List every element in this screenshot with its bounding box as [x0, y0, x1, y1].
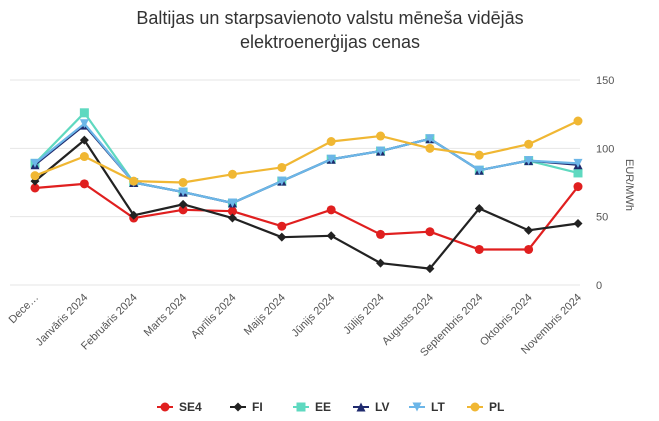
x-tick-label: Jūlijs 2024: [341, 292, 386, 337]
data-point-se4[interactable]: [425, 227, 435, 237]
x-tick-label: Dece…: [7, 292, 41, 326]
legend-item-lv[interactable]: LV: [353, 400, 389, 414]
legend-label: LT: [431, 400, 445, 414]
data-point-lt[interactable]: [227, 198, 237, 208]
series-line-se4: [34, 182, 579, 251]
data-point-se4[interactable]: [326, 205, 336, 215]
legend-label: LV: [375, 400, 389, 414]
data-point-fi[interactable]: [573, 219, 583, 228]
data-point-fi[interactable]: [474, 203, 484, 213]
legend-marker[interactable]: [412, 402, 422, 412]
legend-marker[interactable]: [296, 402, 306, 412]
x-tick-label: Jūnijs 2024: [289, 292, 337, 340]
chart-title-line-1: Baltijas un starpsavienoto valstu mēneša…: [136, 8, 523, 28]
data-point-fi[interactable]: [326, 231, 336, 241]
data-point-fi[interactable]: [376, 258, 386, 268]
data-point-lt[interactable]: [277, 176, 287, 186]
data-point-lt[interactable]: [474, 165, 484, 175]
data-point-pl[interactable]: [178, 178, 188, 187]
legend-item-ee[interactable]: EE: [293, 400, 331, 414]
x-tick-label: Augusts 2024: [380, 292, 436, 348]
legend-marker[interactable]: [233, 402, 243, 412]
series-se4: [30, 179, 583, 254]
legend-label: EE: [315, 400, 331, 414]
data-point-ee[interactable]: [573, 168, 583, 178]
data-point-lt[interactable]: [178, 187, 188, 197]
data-point-se4[interactable]: [227, 206, 237, 216]
y-tick-label: 50: [596, 212, 608, 224]
data-point-pl[interactable]: [425, 143, 435, 153]
series-lt: [30, 119, 583, 208]
legend-item-lt[interactable]: LT: [409, 400, 445, 414]
series-line-pl: [34, 120, 579, 184]
y-tick-label: 150: [596, 75, 614, 87]
data-point-pl[interactable]: [524, 139, 534, 149]
legend-marker[interactable]: [356, 402, 366, 412]
series-lv: [30, 120, 583, 208]
series-layer: [30, 108, 583, 274]
legend-item-se4[interactable]: SE4: [157, 400, 202, 414]
legend-item-fi[interactable]: FI: [230, 400, 263, 414]
data-point-se4[interactable]: [524, 244, 534, 254]
data-point-se4[interactable]: [474, 244, 484, 254]
x-tick-label: Maijs 2024: [242, 292, 288, 338]
data-point-fi[interactable]: [277, 232, 287, 242]
data-point-pl[interactable]: [573, 116, 583, 126]
data-point-pl[interactable]: [474, 150, 484, 160]
series-line-lv: [34, 123, 579, 205]
data-point-fi[interactable]: [178, 199, 188, 209]
data-point-pl[interactable]: [79, 152, 89, 162]
gridlines: [10, 79, 580, 286]
data-point-pl[interactable]: [227, 169, 237, 179]
data-point-lt[interactable]: [573, 158, 583, 168]
data-point-pl[interactable]: [326, 137, 336, 146]
y-tick-label: 100: [596, 143, 614, 155]
data-point-se4[interactable]: [376, 229, 386, 239]
y-axis-label: EUR/MWh: [623, 159, 635, 211]
data-point-se4[interactable]: [30, 183, 40, 193]
data-point-lt[interactable]: [79, 119, 89, 129]
data-point-se4[interactable]: [178, 205, 188, 215]
legend-label: SE4: [179, 400, 202, 414]
data-point-fi[interactable]: [524, 225, 534, 235]
series-pl: [30, 116, 583, 187]
data-point-fi[interactable]: [129, 210, 139, 220]
legend-marker[interactable]: [470, 402, 480, 412]
data-point-pl[interactable]: [277, 162, 287, 172]
data-point-fi[interactable]: [425, 264, 435, 274]
data-point-se4[interactable]: [79, 179, 89, 189]
data-point-pl[interactable]: [129, 176, 139, 186]
x-tick-label: Aprīlis 2024: [189, 292, 239, 342]
series-line-fi: [34, 139, 579, 270]
data-point-lt[interactable]: [30, 158, 40, 168]
data-point-ee[interactable]: [79, 108, 89, 118]
y-tick-label: 0: [596, 280, 602, 292]
data-point-se4[interactable]: [277, 221, 287, 231]
series-fi: [30, 135, 583, 274]
data-point-lt[interactable]: [524, 156, 534, 166]
x-tick-label: Marts 2024: [142, 292, 189, 339]
data-point-se4[interactable]: [573, 182, 583, 192]
data-point-lt[interactable]: [326, 154, 336, 164]
series-line-lt: [34, 122, 579, 205]
data-point-pl[interactable]: [30, 171, 40, 181]
legend[interactable]: SE4 FI EE LV LT PL: [157, 400, 504, 414]
legend-item-pl[interactable]: PL: [467, 400, 504, 414]
y-axis-ticks: 0 50 100 150: [596, 75, 614, 292]
chart-title-line-2: elektroenerģijas cenas: [240, 32, 420, 52]
data-point-pl[interactable]: [376, 131, 386, 141]
legend-label: FI: [252, 400, 263, 414]
data-point-lt[interactable]: [425, 134, 435, 144]
data-point-fi[interactable]: [79, 135, 89, 145]
data-point-fi[interactable]: [227, 213, 237, 223]
legend-label: PL: [489, 400, 504, 414]
data-point-lt[interactable]: [376, 146, 386, 156]
legend-marker[interactable]: [160, 402, 170, 412]
